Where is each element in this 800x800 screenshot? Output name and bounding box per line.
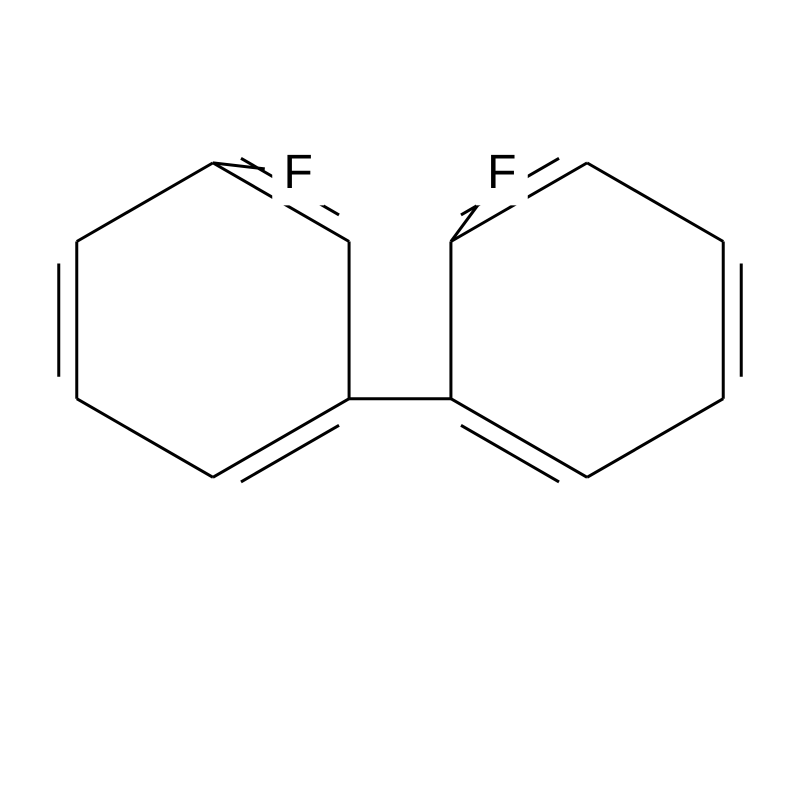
bond-line bbox=[451, 399, 587, 478]
bond-line bbox=[587, 399, 723, 478]
bond-line bbox=[587, 163, 723, 242]
molecule-canvas: FF bbox=[0, 0, 800, 800]
bond-line bbox=[77, 163, 213, 242]
bond-line bbox=[77, 399, 213, 478]
bond-line bbox=[451, 200, 482, 242]
bond-line bbox=[213, 399, 349, 478]
atom-label: F bbox=[487, 146, 516, 199]
atom-label: F bbox=[283, 146, 312, 199]
